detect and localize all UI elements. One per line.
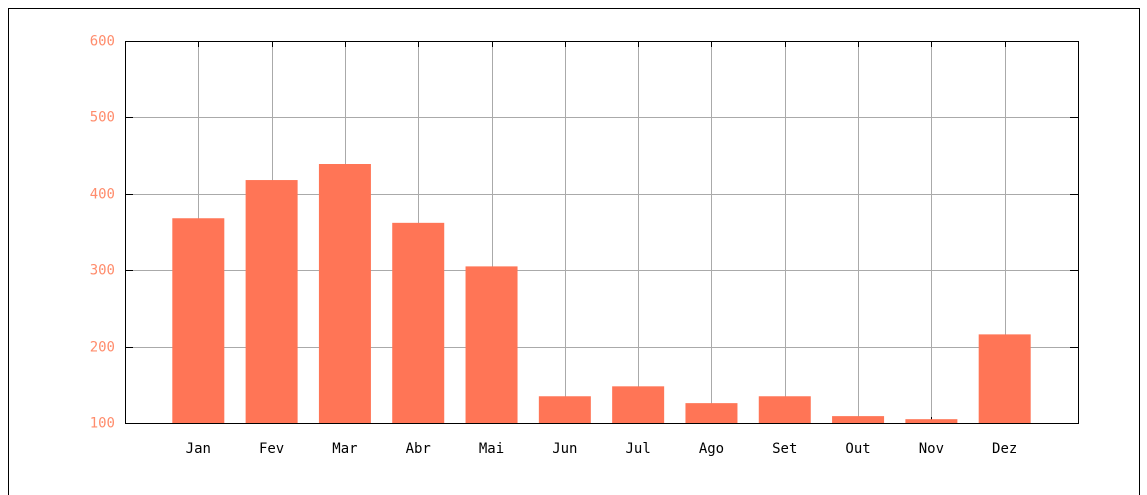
y-tick-label: 200 — [90, 340, 115, 356]
x-tick-label: Ago — [699, 441, 724, 457]
y-tick-label: 500 — [90, 110, 115, 126]
x-tick-label: Abr — [406, 441, 431, 457]
bar — [758, 396, 811, 423]
x-tick-label: Nov — [919, 441, 944, 457]
x-tick-label: Dez — [992, 441, 1017, 457]
bar — [392, 222, 445, 423]
bar — [318, 164, 371, 423]
bar — [612, 386, 665, 423]
y-tick-label: 100 — [90, 416, 115, 432]
plot-border — [125, 41, 1079, 424]
bar — [538, 396, 591, 423]
x-tick-label: Set — [772, 441, 797, 457]
x-tick-label: Fev — [259, 441, 284, 457]
bar — [978, 334, 1031, 423]
bar — [685, 403, 738, 423]
bar — [832, 416, 885, 423]
x-tick-label: Mar — [332, 441, 357, 457]
x-tick-label: Jun — [552, 441, 577, 457]
x-tick-label: Jan — [186, 441, 211, 457]
y-tick-label: 400 — [90, 187, 115, 203]
bar — [465, 266, 518, 423]
x-tick-label: Jul — [626, 441, 651, 457]
bar — [172, 218, 225, 423]
y-tick-label: 600 — [90, 34, 115, 50]
y-tick-label: 300 — [90, 263, 115, 279]
x-tick-label: Out — [845, 441, 870, 457]
plot: 100 200 300 400 500 600 Jan Fev Mar Abr Mai Jun Jul A… — [90, 34, 1079, 457]
bar — [245, 180, 298, 423]
x-tick-label: Mai — [479, 441, 504, 457]
bar — [905, 419, 958, 423]
